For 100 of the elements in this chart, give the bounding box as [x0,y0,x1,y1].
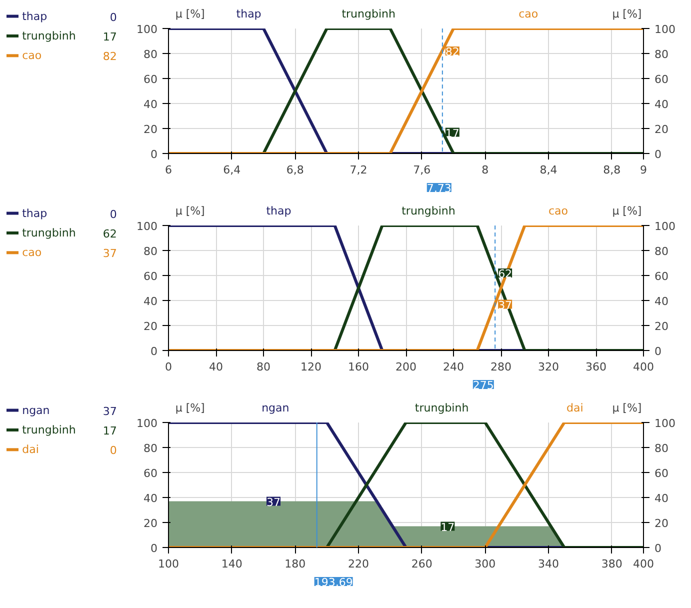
y-tick-label: 60 [144,73,158,86]
y-tick-label: 40 [144,98,158,111]
y2-axis-title: μ [%] [612,7,642,20]
y-tick-label: 20 [144,320,158,333]
y2-tick-label: 100 [654,23,676,36]
x-tick-label: 400 [633,360,654,374]
y2-tick-label: 80 [654,48,668,61]
text: thap [236,7,262,20]
legend-label: trungbinh [22,423,76,436]
x-tick-label: 80 [256,360,270,374]
annotation: 17 [445,126,460,140]
x-tick-label: 0 [165,360,172,374]
y-tick-label: 60 [144,270,158,283]
ref-line-label: 275 [472,379,494,392]
text: 62 [102,227,117,240]
y2-tick-label: 60 [654,270,668,283]
y2-tick-label: 0 [654,148,662,161]
x-tick-label: 340 [538,558,559,570]
x-tick-label: 120 [300,360,322,374]
y2-tick-label: 80 [654,442,668,455]
text: trungbinh [402,204,456,218]
text: 82 [102,50,117,64]
legend-label: trungbinh [22,226,76,240]
y2-tick-label: 80 [654,245,668,258]
annotation: 37 [266,496,280,509]
y-tick-label: 60 [144,467,158,480]
annotation: 17 [440,520,455,534]
x-tick-label: 320 [538,360,559,374]
x-tick-label: 260 [411,558,432,570]
legend-label: trungbinh [22,29,76,42]
y-axis-title: μ [%] [175,7,205,20]
y-tick-label: 0 [150,345,158,358]
x-tick-label: 400 [633,558,654,570]
text: 0 [110,444,117,458]
text: 0 [110,208,117,221]
y2-tick-label: 20 [654,517,668,530]
y2-axis-title: μ [%] [612,401,642,414]
y-tick-label: 80 [144,245,158,258]
x-tick-label: 40 [209,360,223,374]
x-tick-label: 300 [474,558,496,570]
y2-tick-label: 20 [654,123,668,136]
legend-label: dai [22,443,39,456]
x-tick-label: 8,4 [540,164,558,176]
x-tick-label: 360 [586,360,606,374]
y-axis-title: μ [%] [175,401,205,414]
x-tick-label: 6 [165,164,172,176]
text: 17 [102,424,117,438]
y2-tick-label: 60 [654,73,668,86]
text: cao [548,204,568,218]
y2-tick-label: 60 [654,467,668,480]
y-tick-label: 80 [144,442,158,455]
x-tick-label: 240 [443,360,464,374]
legend-label: cao [22,49,42,62]
x-tick-label: 6,4 [223,164,241,176]
text: ngan [262,401,290,414]
x-tick-label: 140 [221,558,242,570]
annotation: 37 [498,298,512,312]
x-tick-label: 280 [490,360,512,374]
x-tick-label: 8 [482,164,489,176]
y2-tick-label: 20 [654,320,668,333]
y-tick-label: 40 [144,295,158,308]
text: cao [518,7,538,20]
x-tick-label: 8,8 [603,164,621,176]
x-tick-label: 200 [396,360,416,374]
text: dai [566,401,584,414]
y2-tick-label: 40 [654,98,668,111]
ref-line-label: 7,73 [426,182,452,195]
legend-label: thap [22,10,48,23]
x-tick-label: 380 [601,558,622,570]
y-tick-label: 80 [144,48,158,61]
y-tick-label: 0 [150,148,158,161]
text: 37 [102,247,117,260]
legend-label: thap [22,206,48,220]
annotation: 82 [445,46,460,58]
y-axis-title: μ [%] [175,204,205,218]
y2-tick-label: 100 [654,220,676,233]
legend-label: ngan [22,404,50,417]
text: thap [266,204,292,218]
y2-axis-title: μ [%] [612,204,642,218]
text: 37 [102,404,117,418]
y-tick-label: 20 [144,123,158,136]
text: trungbinh [414,401,469,414]
text: trungbinh [342,7,396,20]
y-tick-label: 100 [136,220,158,233]
y-tick-label: 100 [136,417,158,430]
y-tick-label: 100 [136,23,158,36]
y-tick-label: 40 [144,492,158,505]
x-tick-label: 180 [284,558,306,570]
y2-tick-label: 40 [654,492,668,505]
x-tick-label: 9 [640,164,647,176]
x-tick-label: 220 [348,558,369,570]
x-tick-label: 7,6 [413,164,431,176]
y-tick-label: 0 [150,542,158,555]
y-tick-label: 20 [144,517,158,530]
legend-label: cao [22,246,42,260]
y2-tick-label: 0 [654,542,662,555]
y2-tick-label: 40 [654,295,668,308]
y2-tick-label: 0 [654,345,662,358]
ref-line-label: 193,69 [314,576,353,589]
y2-tick-label: 100 [654,417,676,430]
